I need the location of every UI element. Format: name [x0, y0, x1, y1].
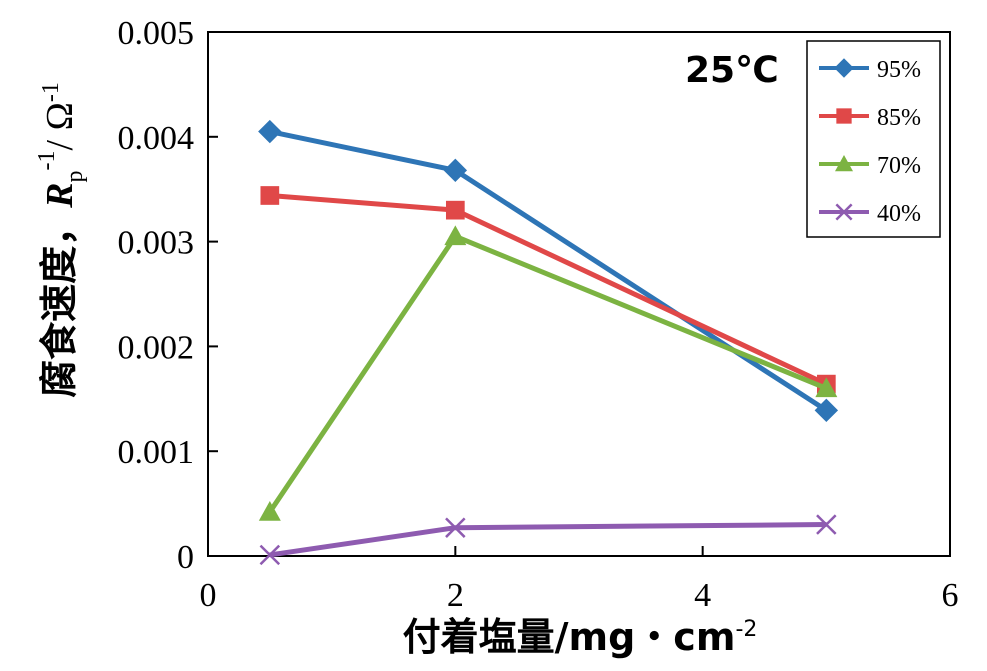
legend-label: 40% [877, 201, 921, 227]
y-axis-title-main: 腐食速度， [37, 208, 81, 398]
legend-box [806, 40, 941, 238]
legend-entry: 85% [819, 105, 921, 131]
data-point-marker [444, 225, 467, 246]
series-3 [259, 514, 837, 566]
y-axis-title-subscript: p [62, 170, 88, 182]
legend-entry: 95% [819, 57, 921, 83]
y-axis-title-sup2: -1 [38, 82, 64, 102]
y-axis-title: 腐食速度，Rp-1/ Ω-1 [34, 82, 88, 398]
data-point-marker [445, 200, 465, 220]
y-tick-label: 0.005 [118, 15, 195, 52]
legend-label: 85% [877, 105, 921, 131]
legend-entry: 40% [819, 201, 921, 227]
marker-stroke [259, 544, 281, 566]
legend-label: 95% [877, 57, 921, 83]
legend-entry: 70% [819, 153, 921, 179]
marker-stroke [445, 517, 466, 538]
plot-area-border [207, 31, 951, 557]
x-tick-label: 6 [942, 577, 959, 614]
y-axis-title-symbol: R [39, 182, 81, 208]
data-point-marker [815, 377, 838, 398]
data-point-marker [260, 186, 280, 205]
data-point-marker [816, 514, 837, 535]
x-axis-title-main: 付着塩量/mg・cm [403, 615, 736, 659]
data-point-marker [445, 517, 466, 538]
x-tick-label: 4 [694, 577, 711, 614]
y-axis-title-unit: / Ω [39, 102, 81, 150]
marker-stroke [816, 514, 837, 535]
y-tick-label: 0.004 [118, 120, 195, 157]
series-2 [258, 225, 838, 521]
series-line [269, 522, 827, 558]
data-point-marker [258, 500, 281, 521]
temperature-annotation: 25℃ [685, 50, 779, 91]
data-point-marker [834, 58, 854, 78]
y-tick-label: 0.002 [118, 329, 195, 366]
series-line [269, 129, 828, 413]
x-axis-title: 付着塩量/mg・cm-2 [403, 615, 758, 659]
y-tick-label: 0.003 [118, 225, 195, 262]
y-tick-label: 0 [177, 539, 194, 576]
data-point-marker [835, 155, 853, 172]
series-line [267, 233, 828, 514]
marker-stroke [835, 203, 853, 221]
x-tick-label: 2 [447, 577, 464, 614]
data-point-marker [814, 398, 839, 423]
series-0 [258, 119, 839, 423]
data-point-marker [259, 544, 281, 566]
data-point-marker [835, 203, 853, 221]
data-point-marker [258, 119, 282, 144]
y-tick-label: 0.001 [118, 434, 195, 471]
data-point-marker [836, 108, 852, 124]
y-axis-title-sup1: -1 [34, 150, 60, 170]
x-tick-label: 0 [200, 577, 217, 614]
x-axis-title-sup: -2 [735, 617, 757, 642]
data-point-marker [443, 158, 468, 183]
legend-label: 70% [877, 153, 921, 179]
